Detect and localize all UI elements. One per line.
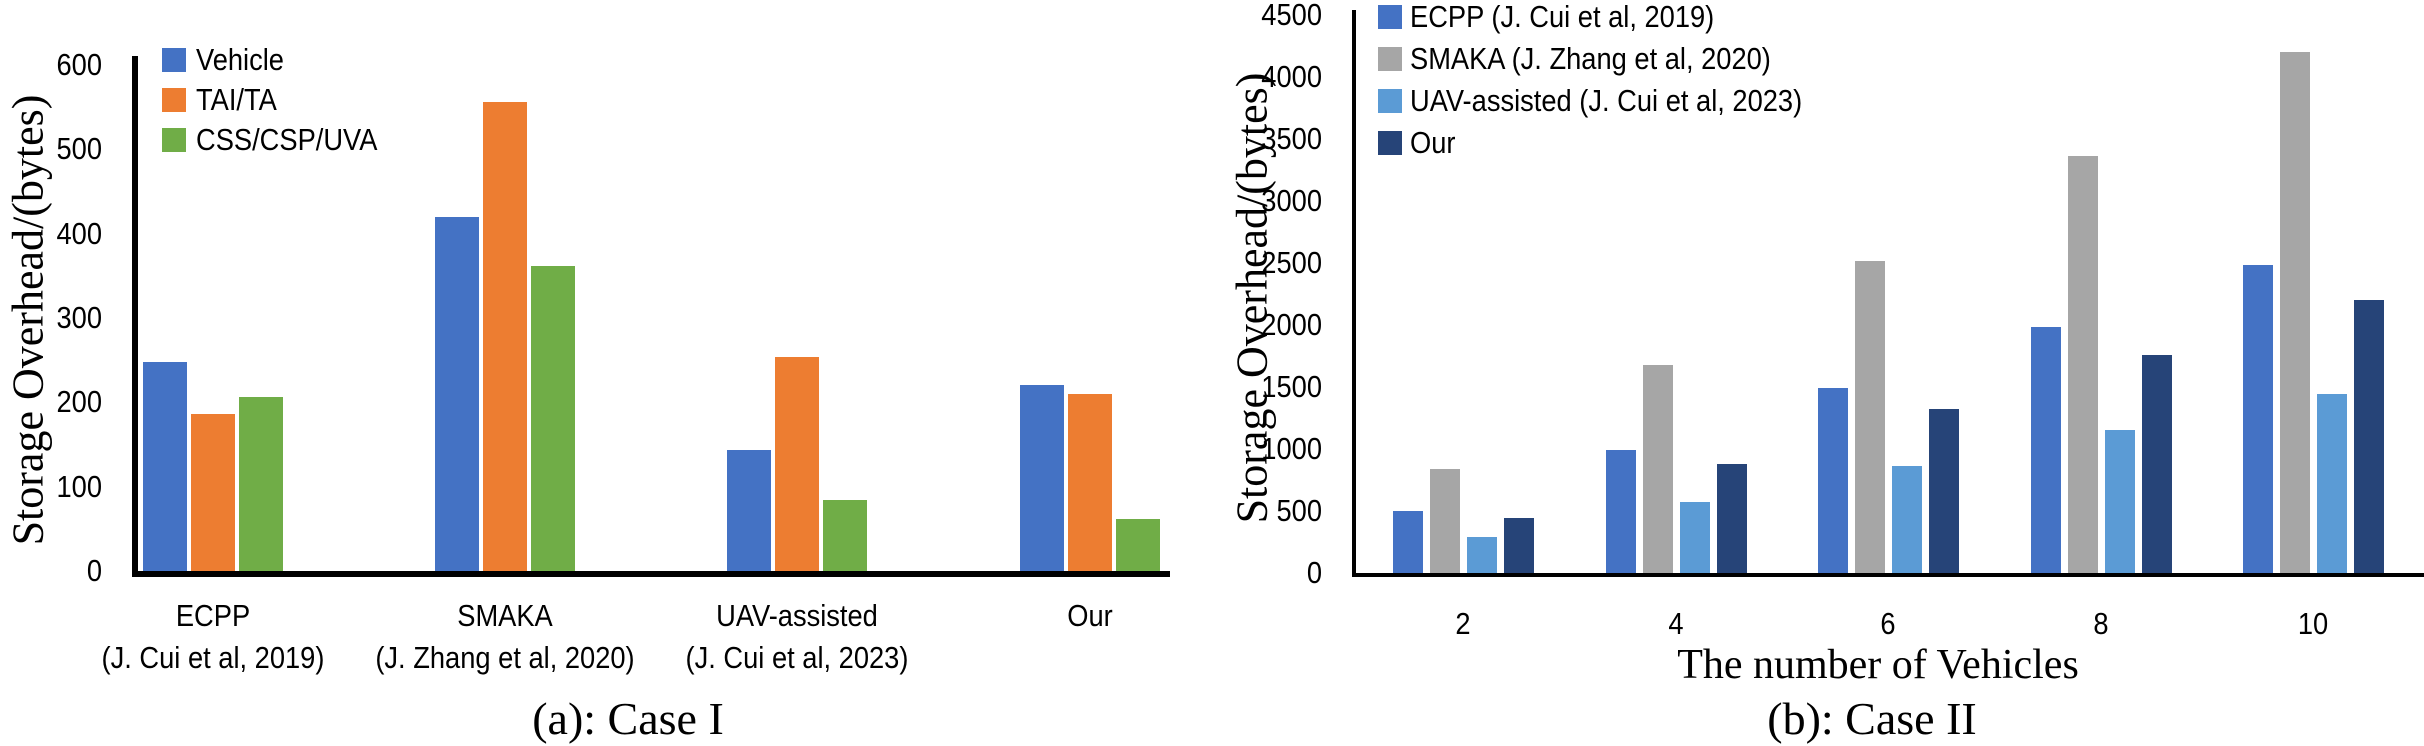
- y-axis-line: [132, 56, 138, 577]
- bar: [2243, 265, 2273, 573]
- y-tick-label: 0: [1306, 555, 1322, 590]
- bar: [1929, 409, 1959, 573]
- y-tick-label: 3000: [1261, 183, 1322, 218]
- bar: [2031, 327, 2061, 573]
- y-tick-label: 500: [56, 131, 102, 167]
- y-tick-label: 300: [56, 300, 102, 335]
- bar: [1855, 261, 1885, 573]
- category-label: ECPP: [175, 598, 251, 633]
- legend-label: SMAKA (J. Zhang et al, 2020): [1410, 41, 1771, 76]
- bar: [1818, 388, 1848, 573]
- x-axis-line: [132, 571, 1170, 577]
- bar: [435, 217, 479, 571]
- y-tick-label: 200: [56, 384, 102, 420]
- y-tick-label: 3500: [1261, 121, 1322, 156]
- bar: [2280, 52, 2310, 573]
- bar: [1606, 450, 1636, 573]
- legend-swatch: [162, 128, 186, 152]
- category-label: 8: [2093, 606, 2109, 641]
- bar: [1393, 511, 1423, 573]
- legend-swatch: [162, 88, 186, 112]
- y-tick-label: 500: [1276, 493, 1322, 528]
- bar: [1116, 519, 1160, 571]
- category-label: 6: [1880, 606, 1896, 641]
- bar: [1680, 502, 1710, 573]
- bar: [1020, 385, 1064, 571]
- category-sublabel: (J. Cui et al, 2019): [101, 640, 325, 675]
- y-tick-label: 600: [56, 47, 102, 82]
- category-label: 2: [1455, 606, 1471, 641]
- bar: [143, 362, 187, 571]
- category-label: 4: [1668, 606, 1684, 641]
- bar: [2354, 300, 2384, 573]
- y-tick-label: 0: [86, 553, 102, 588]
- bar: [239, 397, 283, 571]
- legend-swatch: [1378, 47, 1402, 71]
- bar: [1068, 394, 1112, 571]
- y-tick-label: 1000: [1261, 431, 1322, 466]
- category-label: UAV-assisted: [716, 598, 878, 633]
- x-axis-title-case2: The number of Vehicles: [1677, 642, 2079, 688]
- y-tick-label: 100: [56, 468, 102, 504]
- bar: [191, 414, 235, 571]
- legend-label: Our: [1410, 125, 1456, 160]
- bar: [483, 102, 527, 571]
- bar: [2068, 156, 2098, 573]
- caption-case2: (b): Case II: [1767, 693, 1977, 744]
- y-tick-label: 1500: [1261, 369, 1322, 404]
- x-axis-line: [1352, 573, 2424, 577]
- y-axis-line: [1352, 10, 1356, 577]
- category-sublabel: (J. Cui et al, 2023): [685, 640, 909, 675]
- category-sublabel: (J. Zhang et al, 2020): [375, 640, 635, 675]
- bar: [1467, 537, 1497, 573]
- bar: [2142, 355, 2172, 573]
- legend-swatch: [1378, 89, 1402, 113]
- bar: [2105, 430, 2135, 573]
- legend-label: TAI/TA: [196, 82, 277, 117]
- legend-swatch: [1378, 5, 1402, 29]
- category-label: 10: [2297, 606, 2329, 641]
- legend-label: UAV-assisted (J. Cui et al, 2023): [1410, 83, 1803, 118]
- category-label: Our: [1067, 598, 1113, 633]
- bar: [1643, 365, 1673, 573]
- bar: [1717, 464, 1747, 573]
- bar: [823, 500, 867, 571]
- bar: [2317, 394, 2347, 573]
- caption-case1: (a): Case I: [532, 693, 724, 744]
- y-tick-label: 400: [56, 215, 102, 251]
- y-tick-label: 2000: [1261, 307, 1322, 342]
- bar: [1892, 466, 1922, 573]
- y-tick-label: 4500: [1261, 0, 1322, 32]
- bar: [1430, 469, 1460, 573]
- legend-label: ECPP (J. Cui et al, 2019): [1410, 0, 1715, 34]
- legend-swatch: [162, 48, 186, 72]
- legend-label: Vehicle: [196, 42, 284, 77]
- legend-label: CSS/CSP/UVA: [196, 122, 378, 157]
- y-tick-label: 4000: [1261, 59, 1322, 94]
- legend-swatch: [1378, 131, 1402, 155]
- bar: [1504, 518, 1534, 573]
- bar: [531, 266, 575, 571]
- y-tick-label: 2500: [1261, 245, 1322, 280]
- bar: [727, 450, 771, 571]
- bar: [775, 357, 819, 571]
- category-label: SMAKA: [457, 598, 553, 633]
